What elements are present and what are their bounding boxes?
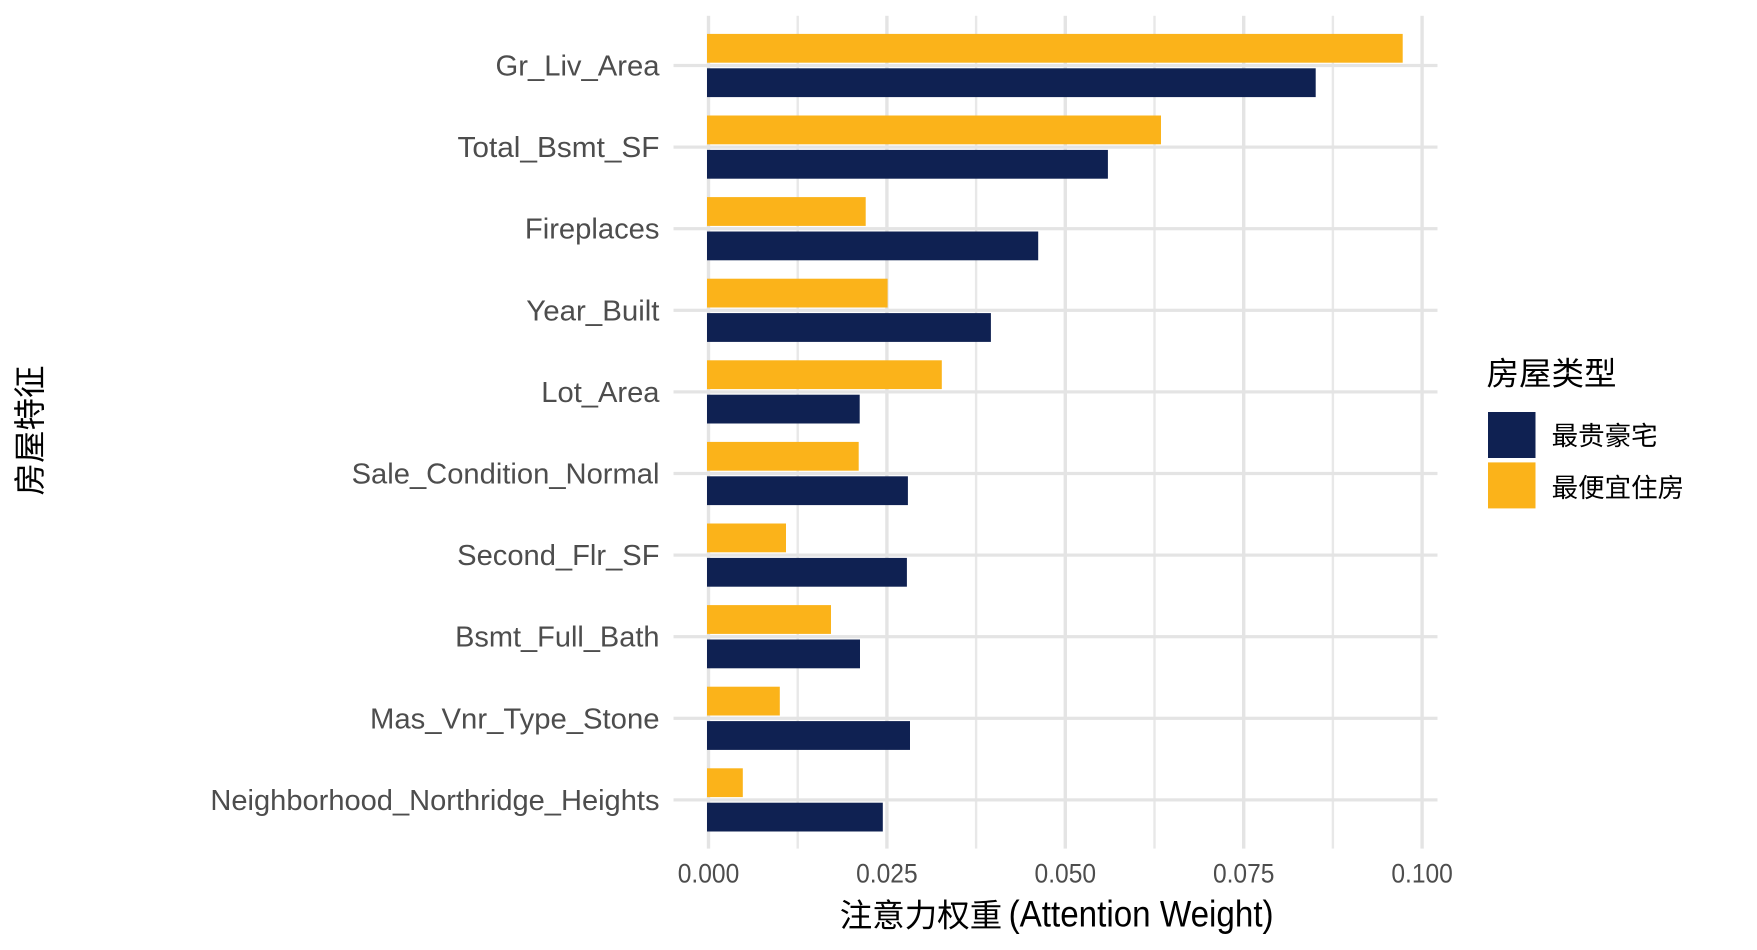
svg-text:Total_Bsmt_SF: Total_Bsmt_SF: [458, 132, 660, 164]
svg-text:Mas_Vnr_Type_Stone: Mas_Vnr_Type_Stone: [370, 703, 660, 735]
svg-text:(Attention Weight): (Attention Weight): [1009, 893, 1274, 934]
svg-text:0.025: 0.025: [856, 858, 918, 888]
svg-text:Fireplaces: Fireplaces: [525, 214, 660, 246]
svg-text:Gr_Liv_Area: Gr_Liv_Area: [496, 51, 661, 83]
svg-text:0.100: 0.100: [1391, 858, 1453, 888]
svg-text:Second_Flr_SF: Second_Flr_SF: [457, 540, 659, 572]
svg-text:0.050: 0.050: [1035, 858, 1097, 888]
svg-text:Year_Built: Year_Built: [526, 295, 659, 327]
svg-text:Lot_Area: Lot_Area: [541, 377, 660, 409]
svg-text:Bsmt_Full_Bath: Bsmt_Full_Bath: [455, 622, 659, 654]
svg-text:Sale_Condition_Normal: Sale_Condition_Normal: [352, 459, 660, 491]
svg-text:0.000: 0.000: [678, 858, 740, 888]
svg-text:0.075: 0.075: [1213, 858, 1275, 888]
svg-text:Neighborhood_Northridge_Height: Neighborhood_Northridge_Heights: [210, 785, 659, 817]
